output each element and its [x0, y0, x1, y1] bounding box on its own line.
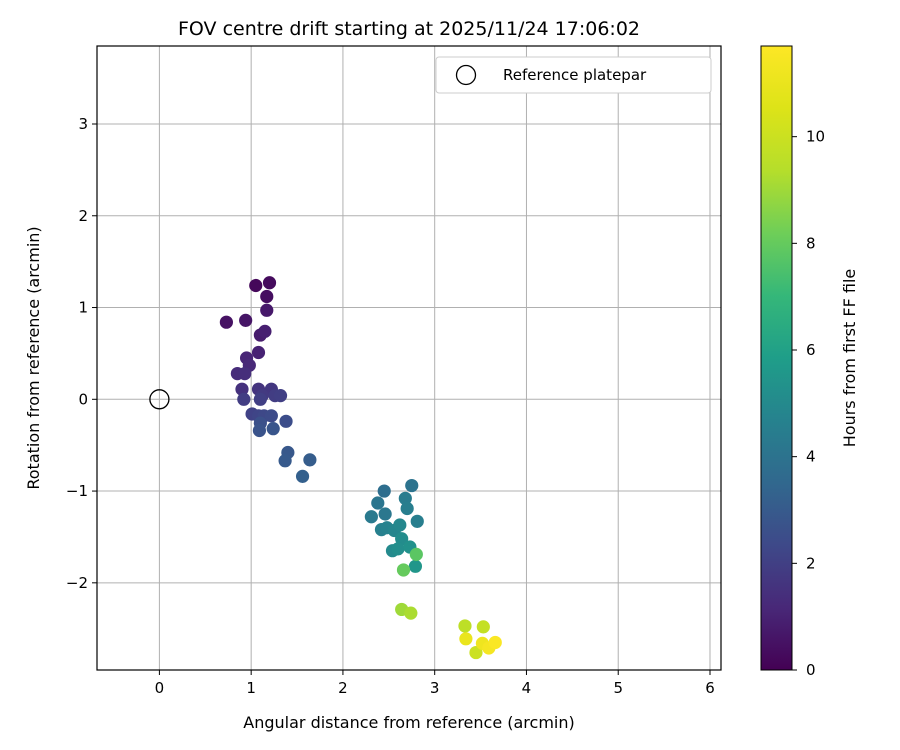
data-point [252, 423, 267, 438]
data-point [391, 542, 405, 556]
colorbar-gradient [760, 45, 793, 671]
data-point [258, 324, 272, 338]
data-point [253, 392, 267, 406]
data-point [371, 496, 385, 510]
data-point [393, 518, 407, 532]
x-tick-label: 2 [338, 679, 348, 697]
x-axis-label: Angular distance from reference (arcmin) [243, 713, 574, 732]
data-point [377, 484, 391, 498]
y-axis-label: Rotation from reference (arcmin) [24, 226, 43, 489]
y-tick-label: 1 [78, 299, 88, 317]
data-point [404, 606, 418, 620]
axis-ticks: 0 1 2 3 4 5 6 −2 −1 0 1 2 3 [66, 115, 715, 697]
data-point [378, 507, 392, 521]
x-tick-label: 5 [613, 679, 623, 697]
data-point [410, 514, 424, 528]
data-point [262, 276, 277, 290]
data-point [488, 635, 502, 650]
colorbar-tick-label: 0 [806, 661, 816, 679]
legend-label: Reference platepar [503, 66, 647, 84]
colorbar-tick-label: 8 [806, 234, 816, 252]
legend-marker [455, 64, 477, 86]
data-point [398, 491, 412, 505]
chart-title: FOV centre drift starting at 2025/11/24 … [178, 18, 640, 40]
data-point [395, 532, 409, 546]
data-point [409, 547, 423, 561]
x-tick-label: 3 [430, 679, 440, 697]
data-point [279, 414, 293, 428]
colorbar-ticks: 0 2 4 6 8 10 [792, 128, 825, 679]
colorbar: 0 2 4 6 8 10 Hours from first FF file [760, 45, 859, 679]
data-point [260, 289, 274, 304]
data-point [469, 645, 483, 660]
x-tick-label: 1 [246, 679, 256, 697]
data-point [251, 345, 266, 360]
data-point [364, 510, 378, 524]
colorbar-tick-label: 2 [806, 554, 816, 572]
colorbar-tick-label: 4 [806, 448, 816, 466]
y-tick-label: 0 [78, 390, 88, 408]
data-point [400, 501, 414, 516]
data-point [476, 620, 490, 634]
data-point [405, 478, 419, 493]
data-points [219, 276, 502, 660]
grid [97, 46, 721, 670]
data-point [278, 454, 292, 468]
data-point [219, 315, 233, 329]
y-tick-label: 3 [78, 115, 88, 133]
y-tick-label: 2 [78, 207, 88, 225]
legend: Reference platepar [435, 56, 712, 94]
x-tick-label: 6 [705, 679, 715, 697]
data-point [239, 313, 253, 327]
plot-area [97, 46, 721, 670]
x-tick-label: 0 [155, 679, 165, 697]
data-point [266, 422, 280, 436]
reference-marker [149, 389, 170, 410]
legend-box [435, 56, 712, 94]
data-point [459, 632, 473, 646]
data-point [295, 469, 310, 483]
y-tick-label: −2 [66, 574, 88, 592]
data-point [396, 563, 411, 577]
plot-frame [96, 45, 722, 671]
data-point [458, 619, 472, 633]
colorbar-label: Hours from first FF file [840, 269, 859, 448]
data-point [273, 389, 288, 403]
y-tick-label: −1 [66, 482, 88, 500]
data-point [238, 367, 252, 381]
data-point [303, 453, 317, 467]
data-point [237, 392, 251, 406]
colorbar-tick-label: 6 [806, 341, 816, 359]
data-point [249, 278, 263, 293]
data-point [260, 303, 274, 317]
data-point [264, 409, 278, 423]
data-point [408, 559, 423, 573]
x-tick-label: 4 [522, 679, 532, 697]
colorbar-tick-label: 10 [806, 128, 825, 146]
data-point [235, 382, 249, 396]
